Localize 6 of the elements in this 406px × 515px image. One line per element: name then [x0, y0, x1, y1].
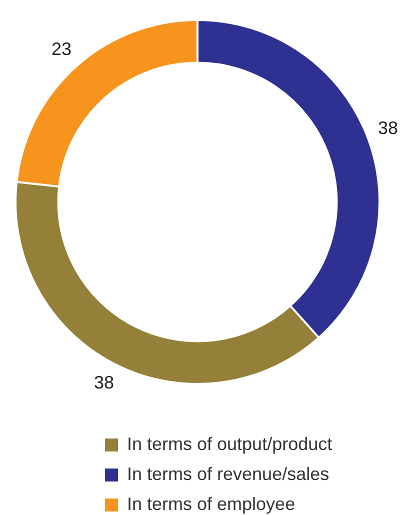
legend-label: In terms of employee — [127, 494, 296, 514]
data-label: 38 — [94, 372, 114, 392]
data-label: 23 — [51, 38, 72, 59]
data-label: 38 — [378, 118, 398, 138]
legend-label: In terms of revenue/sales — [127, 464, 330, 484]
legend-label: In terms of output/product — [127, 434, 332, 454]
